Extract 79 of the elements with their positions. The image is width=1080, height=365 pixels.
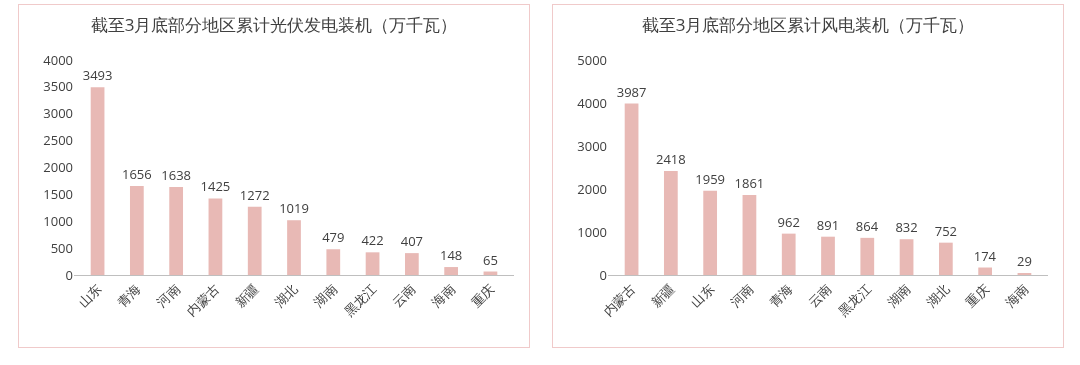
chart-title: 截至3月底部分地区累计风电装机（万千瓦） xyxy=(641,12,975,36)
data-label: 864 xyxy=(855,216,879,235)
bar xyxy=(247,206,262,275)
data-label: 752 xyxy=(934,221,958,240)
data-label: 29 xyxy=(1016,252,1032,270)
y-tick-label: 3000 xyxy=(43,104,73,123)
x-tick-label: 黑龙江 xyxy=(834,279,875,321)
bar xyxy=(404,253,419,275)
x-tick-label: 海南 xyxy=(427,279,459,311)
bar xyxy=(624,103,639,275)
bar xyxy=(781,233,796,275)
data-label: 422 xyxy=(361,231,384,250)
y-tick-label: 1500 xyxy=(43,184,73,203)
data-label: 1425 xyxy=(200,177,231,196)
y-tick-label: 2000 xyxy=(43,158,73,177)
y-tick-label: 2500 xyxy=(43,131,73,150)
x-tick-label: 湖北 xyxy=(922,279,954,311)
data-label: 479 xyxy=(322,228,345,247)
x-tick-label: 黑龙江 xyxy=(339,279,380,321)
chart-title: 截至3月底部分地区累计光伏发电装机（万千瓦） xyxy=(90,12,458,36)
bar xyxy=(742,194,757,275)
y-tick-label: 1000 xyxy=(577,222,607,241)
bar xyxy=(365,252,380,275)
bar xyxy=(663,171,678,275)
x-tick-label: 重庆 xyxy=(466,279,498,311)
y-tick-label: 3500 xyxy=(43,77,73,96)
data-label: 1959 xyxy=(695,169,726,188)
bar xyxy=(860,237,875,275)
data-label: 1638 xyxy=(161,165,192,184)
data-label: 962 xyxy=(777,212,800,231)
data-label: 1019 xyxy=(279,199,309,218)
bar xyxy=(287,220,301,275)
x-tick-label: 云南 xyxy=(388,279,420,311)
bar xyxy=(978,267,993,275)
bar xyxy=(444,267,459,275)
data-label: 1861 xyxy=(734,173,765,192)
x-tick-label: 河南 xyxy=(152,279,184,311)
x-tick-label: 新疆 xyxy=(647,279,679,311)
x-tick-label: 湖南 xyxy=(309,279,341,311)
x-tick-label: 内蒙古 xyxy=(182,279,223,321)
bar xyxy=(703,190,718,275)
bar xyxy=(90,87,105,275)
y-tick-label: 500 xyxy=(50,238,73,257)
data-label: 148 xyxy=(439,246,463,265)
x-tick-label: 青海 xyxy=(113,279,145,311)
data-label: 65 xyxy=(482,250,498,269)
data-label: 891 xyxy=(816,215,840,234)
bar xyxy=(129,185,144,275)
y-tick-label: 2000 xyxy=(577,179,607,198)
data-label: 2418 xyxy=(655,150,686,169)
y-tick-label: 4000 xyxy=(577,93,607,112)
bar xyxy=(326,249,341,275)
x-tick-label: 湖北 xyxy=(270,279,302,311)
x-tick-label: 青海 xyxy=(765,279,797,311)
bar xyxy=(938,242,953,275)
bar xyxy=(169,186,184,275)
data-label: 832 xyxy=(895,218,918,237)
y-tick-label: 1000 xyxy=(43,211,73,230)
x-tick-label: 湖南 xyxy=(882,279,914,311)
x-tick-label: 河南 xyxy=(725,279,757,311)
y-tick-label: 4000 xyxy=(43,50,73,69)
bar xyxy=(208,198,223,275)
data-label: 3987 xyxy=(616,82,647,101)
x-tick-label: 海南 xyxy=(1000,279,1032,311)
data-label: 407 xyxy=(400,232,424,251)
x-tick-label: 山东 xyxy=(686,279,718,311)
data-label: 3493 xyxy=(82,66,113,85)
data-label: 1656 xyxy=(121,164,152,183)
bar xyxy=(821,236,835,275)
x-tick-label: 云南 xyxy=(804,279,836,311)
x-tick-label: 重庆 xyxy=(961,279,993,311)
y-tick-label: 0 xyxy=(65,265,73,284)
x-tick-label: 新疆 xyxy=(231,279,263,311)
x-tick-label: 山东 xyxy=(73,279,105,311)
data-label: 174 xyxy=(973,246,997,265)
bar xyxy=(899,239,914,275)
y-tick-label: 3000 xyxy=(577,136,607,155)
data-label: 1272 xyxy=(239,185,270,204)
y-tick-label: 5000 xyxy=(577,50,607,69)
